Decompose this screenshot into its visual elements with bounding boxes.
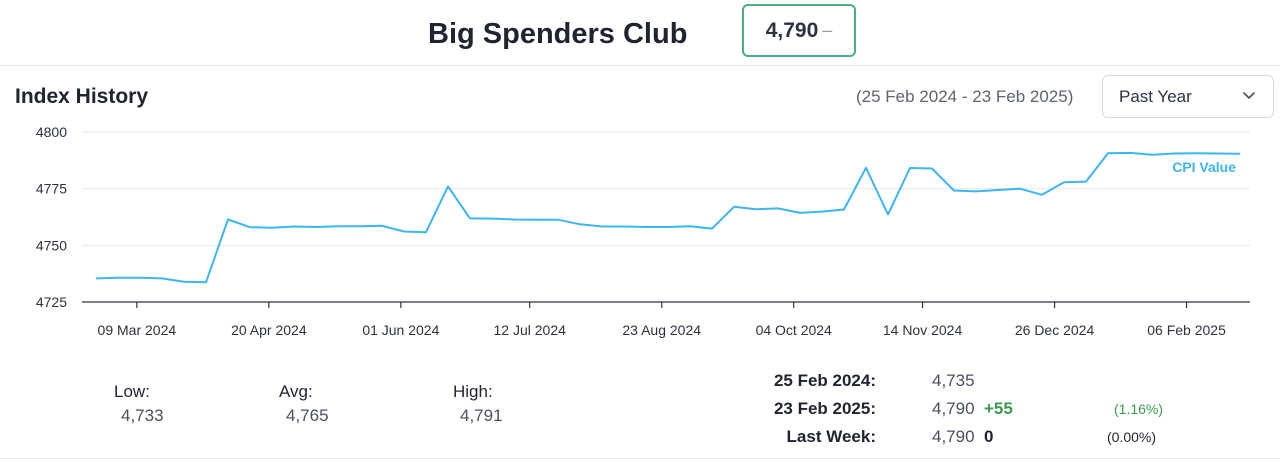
y-tick-label: 4775 [36,181,67,197]
avg-value: 4,765 [286,406,329,425]
low-label: Low: [114,382,150,401]
change-indicator: – [822,20,833,40]
compare-end-value: 4,790 [932,399,975,418]
x-tick-label: 26 Dec 2024 [1015,322,1095,338]
x-tick-label: 23 Aug 2024 [622,322,701,338]
avg-label: Avg: [279,382,313,401]
compare-start-value: 4,735 [932,371,975,390]
chevron-down-icon [1243,92,1255,99]
period-select-value: Past Year [1119,86,1192,106]
page-title: Big Spenders Club [428,18,688,50]
index-history-chart: 4725 4750 4775 4800 09 Mar 2024 20 Apr 2024 01… [36,124,1250,338]
y-tick-label: 4725 [36,294,67,310]
compare-end-change: +55 [984,399,1013,418]
x-tick-label: 20 Apr 2024 [231,322,307,338]
compare-week-label: Last Week: [786,427,876,446]
high-label: High: [453,382,493,401]
header: Big Spenders Club 4,790 – [0,0,1280,66]
date-range: (25 Feb 2024 - 23 Feb 2025) [856,87,1074,106]
compare-week-change: 0 [984,427,994,446]
x-tick-label: 04 Oct 2024 [756,322,832,338]
bottom-divider [0,458,1280,459]
legend-label: CPI Value [1172,159,1236,175]
y-tick-label: 4800 [36,124,67,140]
section-title: Index History [15,85,149,108]
compare-start-label: 25 Feb 2024: [773,371,876,390]
compare-week-pct: (0.00%) [1107,429,1157,445]
compare-end-label: 23 Feb 2025: [773,399,876,418]
x-tick-label: 01 Jun 2024 [362,322,439,338]
current-value-badge: 4,790 – [742,4,856,57]
cpi-value-line [95,151,1241,284]
high-value: 4,791 [460,406,503,425]
low-value: 4,733 [121,406,164,425]
compare-end-pct: (1.16%) [1114,401,1164,417]
x-tick-label: 06 Feb 2025 [1147,322,1226,338]
current-value: 4,790 [765,18,819,42]
period-select[interactable]: Past Year [1102,75,1274,118]
x-tick-label: 09 Mar 2024 [98,322,177,338]
x-tick-label: 12 Jul 2024 [494,322,567,338]
y-tick-label: 4750 [36,237,67,253]
compare-week-value: 4,790 [932,427,975,446]
x-tick-label: 14 Nov 2024 [883,322,963,338]
